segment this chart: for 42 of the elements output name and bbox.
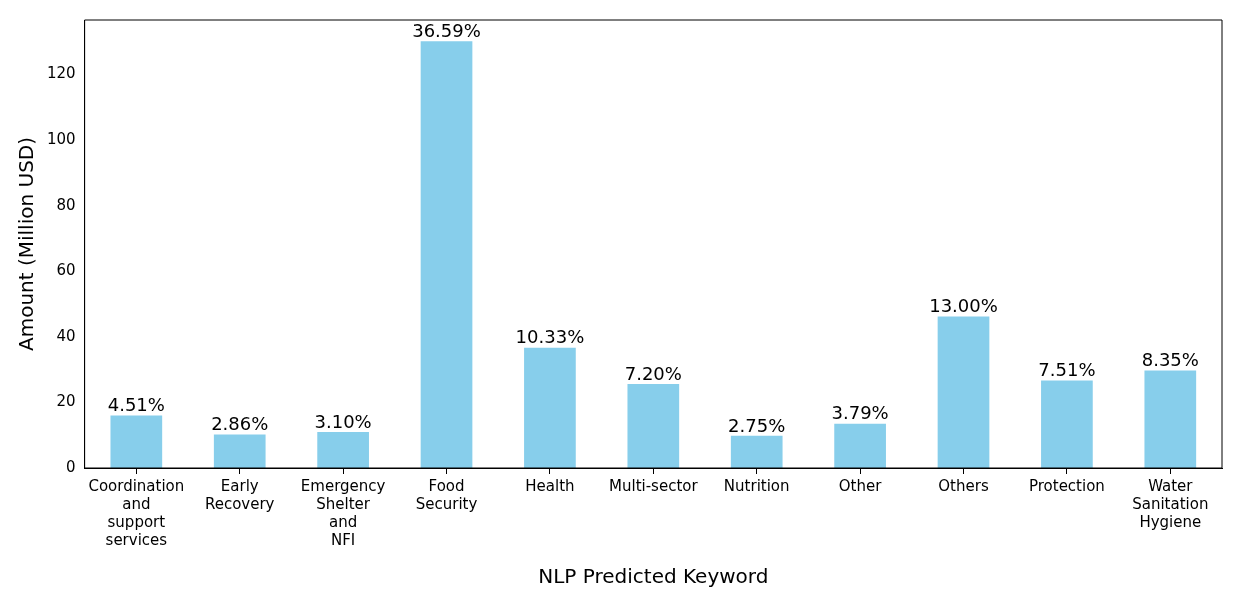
bar xyxy=(213,434,266,468)
x-tick-label: Early Recovery xyxy=(204,476,275,513)
x-tick-label: Multi-sector xyxy=(609,476,699,495)
bar xyxy=(937,316,990,468)
x-tick-label: Coordination and support services xyxy=(88,476,185,549)
x-tick-label: Others xyxy=(938,476,989,495)
annotation: 2.75% xyxy=(728,414,786,436)
bar xyxy=(110,415,163,468)
y-tick-label: 120 xyxy=(46,64,76,83)
y-axis-title: Amount (Million USD) xyxy=(14,136,39,352)
y-tick-label: 0 xyxy=(66,457,76,476)
annotation: 8.35% xyxy=(1141,349,1199,371)
x-tick-label: Emergency Shelter and NFI xyxy=(300,476,386,549)
y-tick-label: 100 xyxy=(46,129,76,148)
bar xyxy=(1144,370,1197,468)
annotation: 3.10% xyxy=(314,410,372,432)
annotation: 2.86% xyxy=(211,413,269,435)
bar xyxy=(730,435,783,468)
bar xyxy=(1041,380,1093,468)
x-tick-label: Protection xyxy=(1028,476,1105,495)
y-tick-label: 40 xyxy=(56,326,76,345)
bar xyxy=(834,423,886,468)
x-tick-label: Water Sanitation Hygiene xyxy=(1132,476,1209,531)
x-tick-label: Other xyxy=(838,476,883,495)
bar xyxy=(317,431,369,468)
bar xyxy=(627,384,680,468)
x-tick-label: Nutrition xyxy=(723,476,790,495)
bar xyxy=(420,41,473,468)
annotation: 4.51% xyxy=(107,394,165,416)
x-axis-title: NLP Predicted Keyword xyxy=(538,564,769,589)
y-tick-label: 60 xyxy=(56,261,76,280)
x-tick-label: Food Security xyxy=(415,476,478,513)
bar xyxy=(524,347,576,468)
annotation: 13.00% xyxy=(929,295,998,317)
y-tick-label: 20 xyxy=(56,392,76,411)
x-tick-label: Health xyxy=(525,476,575,495)
annotation: 7.20% xyxy=(624,362,682,384)
annotation: 10.33% xyxy=(515,326,585,348)
annotation: 36.59% xyxy=(412,19,481,41)
annotation: 7.51% xyxy=(1038,359,1096,381)
y-tick-label: 80 xyxy=(56,195,76,214)
annotation: 3.79% xyxy=(831,402,889,424)
